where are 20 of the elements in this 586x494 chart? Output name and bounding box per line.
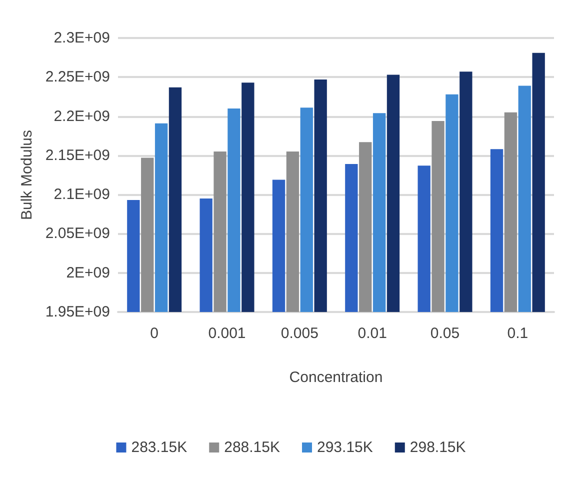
- x-tick-label: 0.05: [430, 325, 460, 342]
- y-tick-label: 1.95E+09: [45, 304, 110, 320]
- x-tick-label: 0.001: [208, 325, 246, 342]
- legend-label: 298.15K: [410, 439, 466, 456]
- x-tick-label: 0: [150, 325, 159, 342]
- y-tick-label: 2.25E+09: [45, 68, 110, 86]
- y-tick-label: 2.05E+09: [45, 225, 110, 242]
- y-tick-label: 2.2E+09: [54, 108, 110, 125]
- y-tick-label: 2.15E+09: [45, 146, 110, 164]
- y-tick-label: 2.1E+09: [54, 186, 110, 204]
- legend-label: 288.15K: [224, 439, 280, 456]
- y-tick-label: 2.3E+09: [54, 30, 110, 46]
- x-tick-label: 0.01: [358, 325, 387, 342]
- x-axis-title: Concentration: [289, 369, 383, 386]
- x-tick-label: 0.1: [507, 325, 528, 342]
- y-tick-label: 2E+09: [66, 264, 110, 282]
- x-tick-label: 0.005: [280, 325, 318, 342]
- y-axis-title: Bulk Modulus: [18, 130, 36, 220]
- legend-label: 283.15K: [131, 439, 188, 456]
- legend-label: 293.15K: [317, 439, 373, 456]
